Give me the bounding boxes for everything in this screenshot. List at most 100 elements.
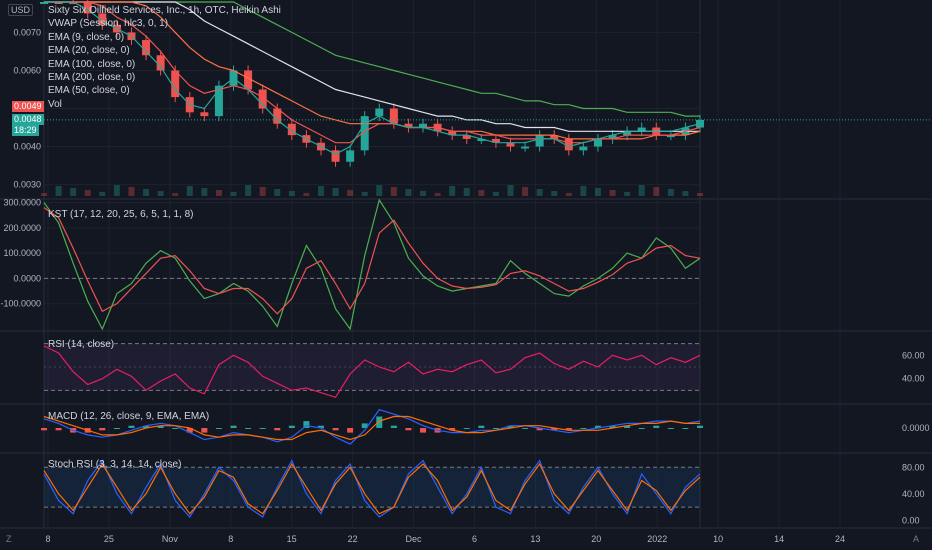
macd-histogram-bar <box>55 428 62 431</box>
x-tick-label: 10 <box>713 534 723 544</box>
legend-symbol[interactable]: Sixty Six Oilfield Services, Inc., 1h, O… <box>48 5 281 16</box>
macd-histogram-bar <box>303 421 310 428</box>
macd-histogram-bar <box>594 425 601 428</box>
stoch-d-line <box>43 462 701 515</box>
stoch-tick-label: 0.00 <box>902 515 920 525</box>
macd-histogram-bar <box>580 428 587 429</box>
x-tick-label: 15 <box>287 534 297 544</box>
last-price-tag: 0.0049 <box>12 101 44 112</box>
price-candle <box>69 2 78 4</box>
legend-ema9[interactable]: EMA (9, close, 0) <box>48 31 125 43</box>
macd-legend[interactable]: MACD (12, 26, close, 9, EMA, EMA) <box>48 411 210 422</box>
volume-bar <box>55 186 62 196</box>
kst-legend[interactable]: KST (17, 12, 20, 25, 6, 5, 1, 1, 8) <box>48 209 194 220</box>
price-candle <box>360 116 369 151</box>
macd-histogram-bar <box>157 425 164 428</box>
log-scale-button[interactable]: Z <box>6 534 12 544</box>
volume-bar <box>420 191 427 196</box>
legend-ema200[interactable]: EMA (200, close, 0) <box>48 71 136 83</box>
price-candle <box>331 150 340 162</box>
volume-bar <box>84 190 91 196</box>
price-candle <box>40 2 48 4</box>
price-candle <box>448 131 457 136</box>
macd-histogram-bar <box>361 423 368 428</box>
price-candle <box>258 89 267 109</box>
price-candle <box>214 85 223 117</box>
price-candle <box>550 135 559 139</box>
macd-histogram-bar <box>653 425 660 428</box>
macd-histogram-bar <box>317 425 324 428</box>
volume-bar <box>390 187 397 196</box>
macd-histogram-bar <box>536 428 543 431</box>
macd-histogram-bar <box>274 428 281 431</box>
macd-histogram-bar <box>99 428 106 431</box>
price-tick-label: 0.0030 <box>13 180 41 190</box>
legend-vol[interactable]: Vol <box>48 98 62 110</box>
volume-bar <box>274 189 281 196</box>
price-candle <box>375 108 384 117</box>
macd-histogram-bar <box>376 416 383 428</box>
macd-histogram-bar <box>492 428 499 429</box>
stoch-tick-label: 40.00 <box>902 489 925 499</box>
x-tick-label: 20 <box>591 534 601 544</box>
volume-bar <box>667 189 674 196</box>
macd-histogram-bar <box>420 428 427 433</box>
price-candle <box>623 131 632 136</box>
price-candle <box>98 13 107 25</box>
volume-bar <box>157 191 164 196</box>
macd-histogram-bar <box>230 425 237 428</box>
rsi-tick-label: 40.00 <box>902 374 925 384</box>
macd-histogram-bar <box>259 428 266 429</box>
legend-ema50[interactable]: EMA (50, close, 0) <box>48 85 130 97</box>
price-candle <box>54 2 63 4</box>
x-tick-label: 13 <box>530 534 540 544</box>
price-candle <box>637 127 646 132</box>
price-candle <box>593 138 602 147</box>
x-tick-label: 8 <box>45 534 50 544</box>
volume-bar <box>624 192 631 196</box>
x-tick-label: 24 <box>835 534 845 544</box>
volume-bar <box>201 188 208 196</box>
kst-tick-label: 200.0000 <box>3 223 41 233</box>
volume-bar <box>361 192 368 196</box>
volume-bar <box>565 193 572 196</box>
countdown-tag: 18:29 <box>12 125 39 136</box>
price-tick-label: 0.0040 <box>13 142 41 152</box>
volume-bar <box>551 191 558 196</box>
macd-histogram-bar <box>463 428 470 429</box>
volume-bar <box>682 191 689 196</box>
price-tick-label: 0.0070 <box>13 27 41 37</box>
price-candle <box>521 146 530 149</box>
currency-label[interactable]: USD <box>8 4 34 16</box>
price-candle <box>462 135 471 139</box>
legend-vwap[interactable]: VWAP (Session, hlc3, 0, 1) <box>48 18 169 30</box>
stoch-tick-label: 80.00 <box>902 462 925 472</box>
rsi-legend[interactable]: RSI (14, close) <box>48 339 115 350</box>
volume-bar <box>230 192 237 196</box>
kst-tick-label: -100.0000 <box>0 299 41 309</box>
stoch-legend[interactable]: Stoch RSI (3, 3, 14, 14, close) <box>48 459 182 470</box>
macd-line <box>43 408 701 445</box>
ema50-line <box>44 1 701 140</box>
rsi-band <box>44 343 700 391</box>
volume-bar <box>172 193 179 196</box>
volume-bar <box>245 185 252 196</box>
legend-ema100[interactable]: EMA (100, close, 0) <box>48 58 136 70</box>
macd-histogram-bar <box>186 428 193 433</box>
price-candle <box>346 150 355 162</box>
volume-bar <box>463 188 470 196</box>
x-tick-label: 14 <box>774 534 784 544</box>
stoch-band <box>44 467 700 508</box>
legend-ema20[interactable]: EMA (20, close, 0) <box>48 45 130 57</box>
kst-line <box>43 198 701 331</box>
volume-bar <box>128 187 135 196</box>
price-candle <box>287 123 296 136</box>
volume-bar <box>113 185 120 196</box>
macd-histogram-bar <box>624 425 631 428</box>
auto-scale-button[interactable]: A <box>913 534 920 544</box>
price-candle <box>389 108 398 124</box>
price-candle <box>564 138 573 151</box>
volume-bar <box>697 193 703 196</box>
